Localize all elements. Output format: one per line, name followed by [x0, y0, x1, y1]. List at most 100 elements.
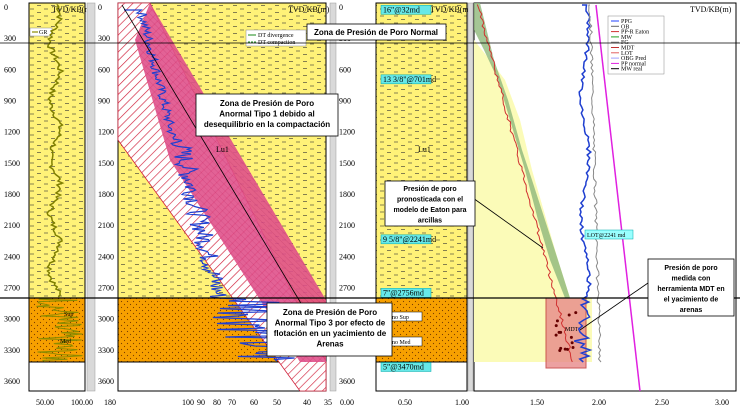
- mdt-point: [569, 335, 573, 339]
- lith-label-lu1: Lu1: [418, 145, 431, 154]
- annotation-line: herramienta MDT en: [657, 286, 724, 293]
- depth-tick: 0: [4, 3, 8, 12]
- annotation-line: Presión de poro: [664, 265, 717, 272]
- annotation-line: Arenas: [316, 340, 344, 349]
- zona-normal-text: Zona de Presión de Poro Normal: [314, 28, 438, 37]
- gr-curve: [46, 4, 65, 298]
- depth-tick: 2700: [4, 284, 20, 293]
- dt-xtick: 40: [303, 398, 311, 407]
- lith-xtick-1: 0.00: [340, 398, 354, 407]
- dt-xtick: 70: [228, 398, 236, 407]
- eoceno-med-label: Eoceno Med: [380, 340, 411, 346]
- depth-tick: 3000: [4, 315, 20, 324]
- dt-xtick: 50: [273, 398, 281, 407]
- dt-xticks: 180 100 90 80 70 60 50 40 35: [104, 398, 332, 407]
- annotation-line: flotación en un yacimiento de: [274, 329, 387, 338]
- annotation-line: medida con: [672, 276, 711, 283]
- depth-tick: 2100: [98, 221, 114, 230]
- pressure-legend-item: MW: [621, 35, 632, 41]
- depth-tick: 3300: [4, 346, 20, 355]
- depth-tick: 1800: [339, 190, 355, 199]
- annotation-tipo3: Zona de Presión de Poro Anormal Tipo 3 po…: [266, 302, 393, 357]
- fg-curve: [588, 4, 602, 363]
- dt-xtick: 60: [250, 398, 258, 407]
- lot-label: LOT@2241 md: [587, 233, 625, 239]
- mdt-point: [554, 324, 558, 328]
- gr-legend: GR: [39, 30, 47, 36]
- annotation-line: modelo de Eaton para: [393, 207, 466, 214]
- dt-label-lu1: Lu1: [216, 145, 229, 154]
- annotation-line: arenas: [680, 307, 703, 314]
- mdt-point: [559, 346, 563, 350]
- casing-label: 5"@3470md: [383, 362, 424, 371]
- mdt-zone: [545, 297, 587, 369]
- mdt-point: [567, 313, 571, 317]
- annotation-line: Zona de Presión de Poro: [220, 99, 314, 108]
- gr-header: TVD/KB(m): [52, 5, 94, 14]
- annotation-line: pronosticada con el: [397, 197, 463, 204]
- depth-tick: 1500: [4, 159, 20, 168]
- dt-legend-1: DT divergence: [258, 33, 294, 39]
- mdt-points: [554, 311, 578, 353]
- depth-tick: 2100: [4, 221, 20, 230]
- lith-header: TVD/KB(m): [430, 5, 472, 14]
- lith-xtick-2: 0.50: [398, 398, 412, 407]
- depth-tick: 600: [98, 65, 110, 74]
- pressure-xtick: 3.00: [715, 398, 729, 407]
- casing-label: 13 3/8"@701md: [383, 75, 436, 84]
- depth-tick: 1200: [98, 128, 114, 137]
- mdt-point: [555, 319, 559, 323]
- abnormal-pressure-zone: [135, 3, 326, 362]
- depth-tick: 3300: [98, 346, 114, 355]
- depth-tick: 2700: [339, 284, 355, 293]
- gr-xtick-1: 50.00: [36, 398, 54, 407]
- depth-tick: 1500: [98, 159, 114, 168]
- depth-tick: 2400: [98, 252, 114, 261]
- pressure-legend-item: PPG: [621, 19, 633, 25]
- depth-tick: 0: [98, 3, 102, 12]
- eoceno-sup-label: Eoceno Sup: [380, 315, 409, 321]
- annotation-line: Anormal Tipo 3 por efecto de: [275, 319, 386, 328]
- pressure-xtick: 1.50: [530, 398, 544, 407]
- annotation-line: el yacimiento de: [664, 297, 719, 304]
- annotation-line: Zona de Presión de Poro: [283, 308, 377, 317]
- annotation-line: Presión de poro: [403, 186, 456, 193]
- depth-tick: 0: [339, 3, 343, 12]
- annotation-tipo1: Zona de Presión de Poro Anormal Tipo 1 de…: [195, 93, 339, 137]
- pressure-xtick: 2.50: [655, 398, 669, 407]
- panel-divider-2[interactable]: [329, 2, 337, 392]
- pressure-header: TVD/KB(m): [690, 5, 732, 14]
- pressure-legend-item: PP-R Eaton: [621, 30, 649, 36]
- depth-tick: 1200: [4, 128, 20, 137]
- obg-curve: [574, 4, 593, 363]
- gr-curve-sands: [36, 297, 83, 362]
- dt-xtick: 35: [324, 398, 332, 407]
- annotation-line: Anormal Tipo 1 debido al: [219, 110, 314, 119]
- pressure-legend-item: OB: [621, 24, 629, 30]
- lith-xtick-3: 1.00: [455, 398, 469, 407]
- gr-xtick-2: 100.00: [71, 398, 93, 407]
- depth-tick: 3600: [98, 377, 114, 386]
- depth-tick: 1800: [4, 190, 20, 199]
- annotation-line: arcillas: [418, 218, 442, 225]
- casing-label: 7"@2756md: [383, 288, 424, 297]
- mdt-point: [557, 330, 561, 334]
- pressure-legend-item: OBG Pred: [621, 56, 646, 62]
- casing-label: 9 5/8"@2241md: [383, 235, 436, 244]
- dt-xtick: 180: [104, 398, 116, 407]
- pressure-legend-item: PP normal: [621, 61, 646, 67]
- dt-compaction-line: [121, 4, 327, 346]
- depth-tick: 1200: [339, 128, 355, 137]
- pressure-legend-item: LOT: [621, 51, 633, 57]
- panel-divider-1[interactable]: [86, 2, 96, 392]
- pressure-xtick: 2.00: [592, 398, 606, 407]
- casing-labels: 16"@32md 13 3/8"@701md 9 5/8"@2241md 7"@275…: [380, 5, 436, 372]
- mdt-point: [563, 347, 567, 351]
- pressure-legend-item: MW real: [621, 67, 643, 73]
- pp-eaton-curve: [476, 4, 573, 363]
